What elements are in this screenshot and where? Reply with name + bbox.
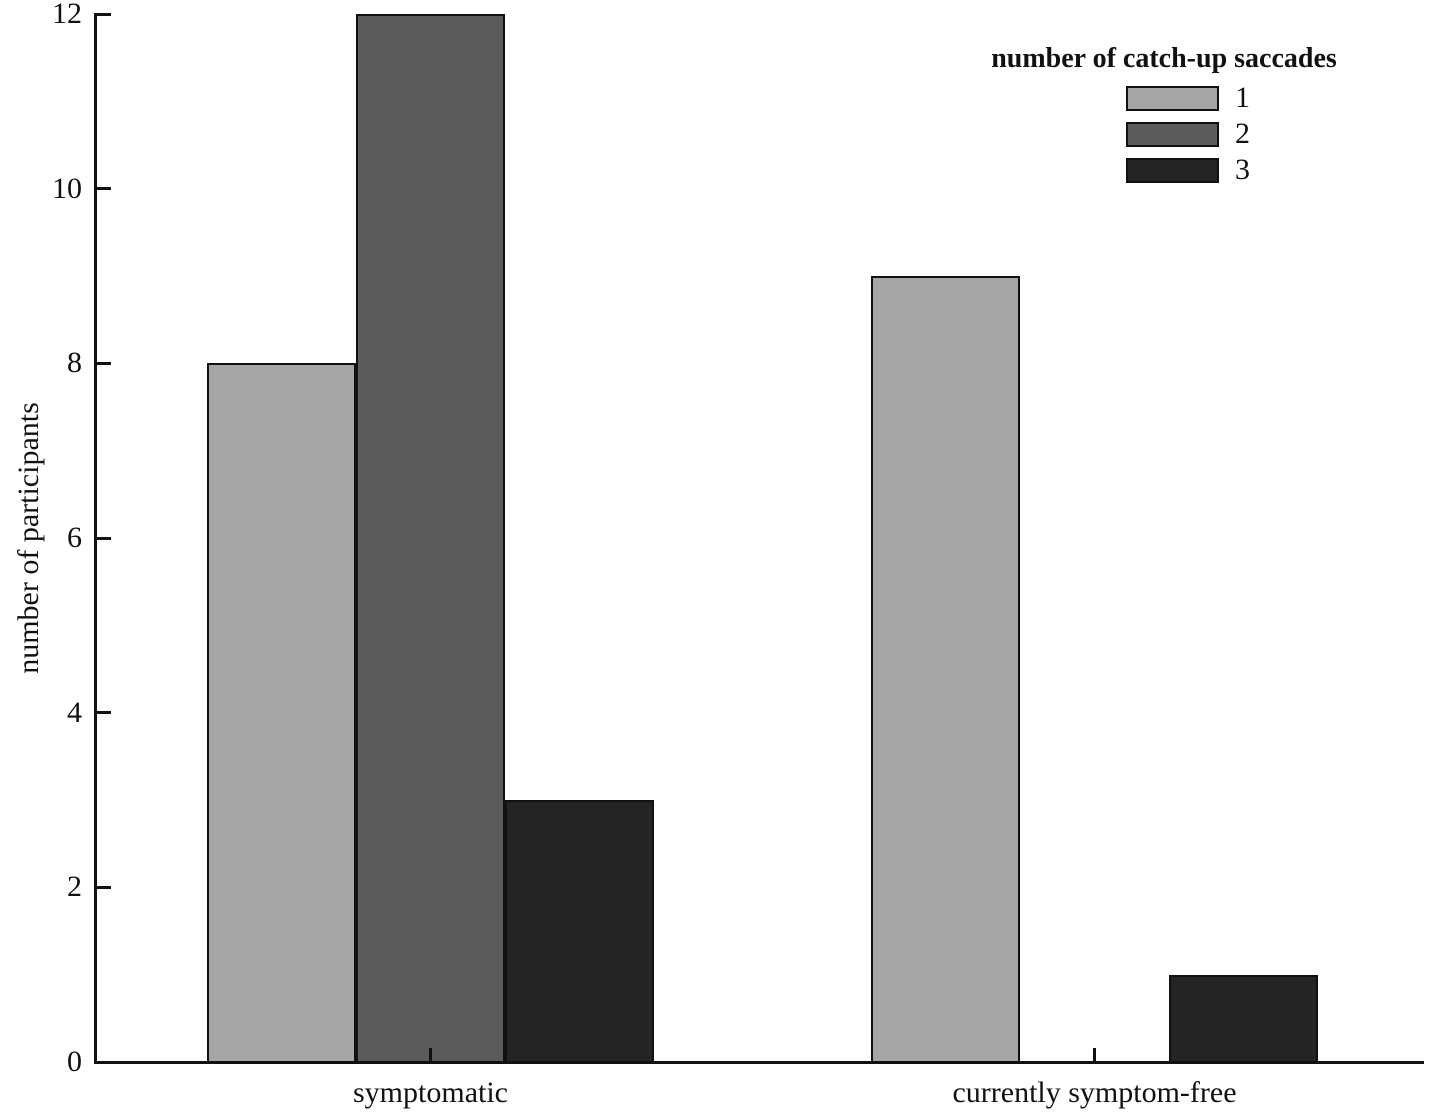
legend-label: 2 [1235,117,1250,151]
y-tick-mark [97,711,111,715]
legend-label: 1 [1235,81,1250,115]
bar-group1-saccades-2 [356,14,505,1063]
y-tick-label: 2 [67,870,82,904]
bar-group2-saccades-3 [1169,974,1318,1063]
y-tick-label: 4 [67,695,82,729]
y-tick-label: 8 [67,346,82,380]
bar-group1-saccades-1 [207,363,356,1063]
bar-group2-saccades-1 [871,276,1020,1063]
x-tick-mark [429,1048,432,1062]
legend-swatch-3 [1126,157,1219,183]
legend-item-2: 2 [1126,117,1338,151]
x-tick-mark [1093,1048,1096,1062]
y-tick-label: 10 [52,171,82,205]
x-axis-line [94,1061,1424,1064]
y-axis-line [94,13,97,1064]
legend-item-3: 3 [1126,153,1338,187]
legend-swatch-2 [1126,121,1219,147]
legend-label: 3 [1235,153,1250,187]
legend-title: number of catch-up saccades [991,43,1337,74]
y-tick-mark [97,361,111,365]
bar-group1-saccades-3 [505,800,654,1063]
y-tick-label: 0 [67,1045,82,1078]
x-category-label: currently symptom-free [952,1076,1237,1109]
x-category-label: symptomatic [353,1076,508,1109]
y-tick-mark [97,12,111,16]
legend-swatch-1 [1126,85,1219,111]
y-tick-mark [97,536,111,540]
legend-item-1: 1 [1126,81,1338,115]
y-tick-mark [97,885,111,889]
y-tick-label: 12 [52,0,82,30]
y-tick-mark [97,187,111,191]
y-tick-label: 6 [67,521,82,554]
